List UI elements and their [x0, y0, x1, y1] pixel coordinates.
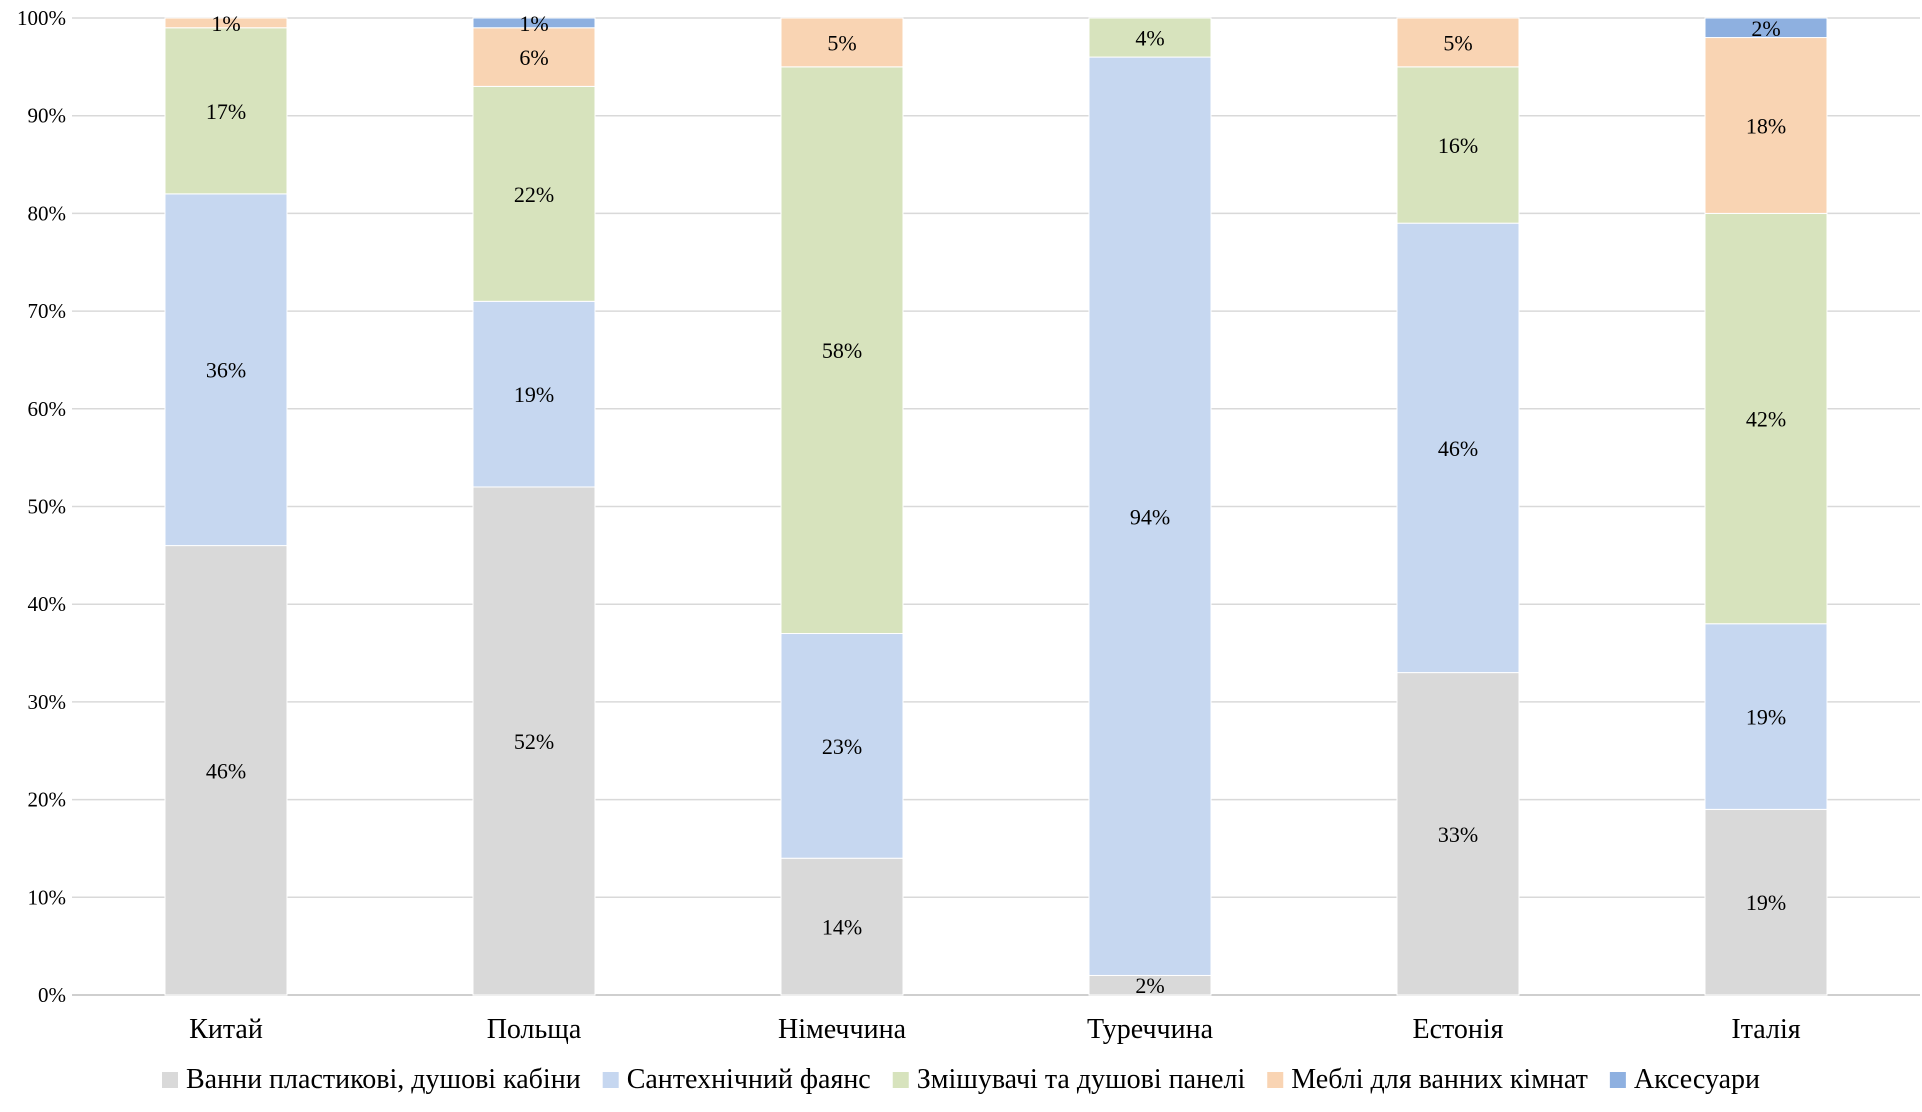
data-label: 4%	[1135, 26, 1164, 51]
y-tick-label: 90%	[28, 104, 67, 128]
data-label: 23%	[822, 734, 862, 759]
bar-segment	[1088, 17, 1212, 58]
data-label: 16%	[1438, 133, 1478, 158]
data-label: 46%	[206, 758, 246, 783]
x-category-label: Туреччина	[1087, 1014, 1214, 1045]
y-tick-label: 40%	[28, 592, 67, 616]
data-label: 19%	[1746, 705, 1786, 730]
y-tick-label: 20%	[28, 788, 67, 812]
x-category-label: Польща	[487, 1014, 582, 1045]
legend-label: Аксесуари	[1634, 1064, 1760, 1095]
data-label: 14%	[822, 915, 862, 940]
y-tick-label: 50%	[28, 495, 67, 519]
data-label: 1%	[519, 11, 548, 36]
bar-segment	[1396, 672, 1520, 996]
bar-segment	[1396, 222, 1520, 674]
x-category-label: Естонія	[1412, 1014, 1503, 1045]
legend: Ванни пластикові, душові кабіни Сантехніч…	[162, 1064, 1760, 1095]
bar-segment	[472, 17, 596, 29]
bar-segment	[780, 633, 904, 859]
bar-segment	[780, 17, 904, 68]
y-tick-label: 30%	[28, 690, 67, 714]
bars: 46% 36% 17% 1% 52% 19% 22% 6% 1% 14% 23% 58% 5% 2% 94%…	[164, 11, 1828, 998]
bar-segment	[472, 85, 596, 302]
data-label: 42%	[1746, 407, 1786, 432]
x-category-label: Італія	[1731, 1014, 1800, 1045]
bar-segment	[1704, 37, 1828, 214]
data-label: 6%	[519, 45, 548, 70]
data-label: 33%	[1438, 822, 1478, 847]
data-label: 5%	[1443, 30, 1472, 55]
data-label: 2%	[1751, 16, 1780, 41]
bar-segment	[164, 193, 288, 547]
y-tick-label: 0%	[38, 983, 66, 1007]
legend-label: Змішувачі та душові панелі	[917, 1064, 1246, 1095]
legend-label: Ванни пластикові, душові кабіни	[186, 1064, 581, 1095]
legend-label: Меблі для ванних кімнат	[1291, 1064, 1588, 1095]
bar-segment	[1396, 17, 1520, 68]
y-tick-label: 80%	[28, 201, 67, 225]
data-label: 36%	[206, 358, 246, 383]
data-label: 18%	[1746, 113, 1786, 138]
bar-segment	[1704, 623, 1828, 810]
bar-segment	[1396, 66, 1520, 224]
data-label: 17%	[206, 99, 246, 124]
data-label: 5%	[827, 30, 856, 55]
legend-swatch	[162, 1072, 179, 1088]
bar-segment	[1088, 56, 1212, 976]
data-label: 2%	[1135, 973, 1164, 998]
legend-swatch	[1609, 1072, 1626, 1088]
y-tick-label: 100%	[17, 6, 66, 30]
data-label: 46%	[1438, 436, 1478, 461]
bar-segment	[1704, 212, 1828, 625]
bar-segment	[780, 857, 904, 996]
bar-segment	[472, 300, 596, 488]
bar-segment	[472, 486, 596, 996]
bar-segment	[164, 17, 288, 29]
y-axis: 0% 10% 20% 30% 40% 50% 60% 70% 80% 90% 100%	[17, 6, 66, 1007]
y-tick-label: 10%	[28, 885, 67, 909]
bar-segment	[1704, 17, 1828, 39]
legend-swatch	[1267, 1072, 1284, 1088]
bar-segment	[472, 27, 596, 87]
legend-label: Сантехнічний фаянс	[627, 1064, 871, 1095]
bar-segment	[164, 545, 288, 996]
legend-swatch	[602, 1072, 619, 1088]
legend-swatch	[892, 1072, 909, 1088]
y-tick-label: 60%	[28, 397, 67, 421]
bar-segment	[164, 27, 288, 195]
y-tick-label: 70%	[28, 299, 67, 323]
bar-segment	[780, 66, 904, 635]
data-label: 19%	[1746, 890, 1786, 915]
data-label: 1%	[211, 11, 240, 36]
x-category-label: Китай	[189, 1014, 263, 1045]
data-label: 58%	[822, 338, 862, 363]
data-label: 22%	[514, 182, 554, 207]
data-label: 19%	[514, 382, 554, 407]
gridlines	[72, 17, 1920, 996]
x-category-label: Німеччина	[778, 1014, 907, 1045]
x-axis: Китай Польща Німеччина Туреччина Естонія Італ…	[189, 1014, 1801, 1045]
data-label: 52%	[514, 729, 554, 754]
data-label: 94%	[1130, 504, 1170, 529]
